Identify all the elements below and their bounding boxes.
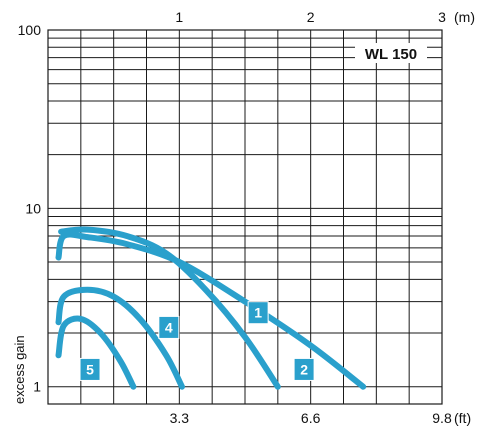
series-curve-1 — [55, 231, 367, 390]
series-badge-box — [158, 315, 180, 339]
plot-frame — [47, 29, 443, 405]
series-badge-4: 4 — [158, 315, 180, 339]
model-label-background — [355, 43, 427, 63]
series-badge-2: 2 — [293, 357, 315, 381]
y-tick-label: 1 — [33, 379, 41, 395]
model-label-text: WL 150 — [365, 46, 417, 63]
series-curve-4 — [55, 286, 185, 390]
series-badges: 1 2 4 5 — [79, 301, 315, 381]
series-badge-1: 1 — [247, 301, 269, 325]
x-top-tick-label: 2 — [307, 9, 315, 25]
series-badge-label: 4 — [165, 319, 173, 335]
x-bottom-tick-label: 3.3 — [170, 410, 190, 426]
x-top-unit-label: (m) — [454, 9, 475, 25]
x-bottom-tick-label: 6.6 — [301, 410, 321, 426]
y-tick-label: 100 — [18, 22, 42, 38]
series-badge-label: 1 — [254, 305, 262, 321]
series-badge-5: 5 — [79, 357, 101, 381]
x-bottom-unit-label: (ft) — [454, 410, 471, 426]
x-top-tick-label: 1 — [175, 9, 183, 25]
x-bottom-tick-label: 9.8 — [432, 410, 452, 426]
y-axis-title: excess gain — [12, 335, 27, 404]
y-tick-label: 10 — [25, 200, 41, 216]
series-badge-box — [293, 357, 315, 381]
series-curve-5 — [55, 315, 137, 390]
tick-labels: 1 10 100 3.3 6.6 9.8 1 2 3 — [18, 9, 452, 426]
series-badge-box — [79, 357, 101, 381]
series-badge-label: 5 — [86, 361, 94, 377]
series-curve-2 — [58, 226, 281, 390]
model-label: WL 150 — [355, 43, 427, 63]
series-badge-label: 2 — [300, 361, 308, 377]
grid — [48, 30, 442, 404]
curves — [55, 226, 367, 390]
x-top-tick-label: 3 — [438, 9, 446, 25]
series-badge-box — [247, 301, 269, 325]
